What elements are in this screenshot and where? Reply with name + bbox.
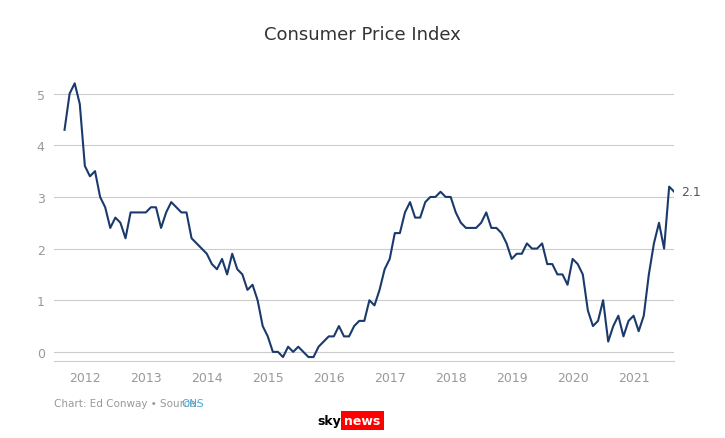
Text: ONS: ONS [181, 399, 204, 409]
Text: sky: sky [317, 414, 341, 427]
Text: 2.1: 2.1 [682, 186, 701, 199]
Text: Chart: Ed Conway • Source:: Chart: Ed Conway • Source: [54, 399, 203, 409]
Text: news: news [344, 414, 381, 427]
Text: Consumer Price Index: Consumer Price Index [264, 26, 461, 44]
